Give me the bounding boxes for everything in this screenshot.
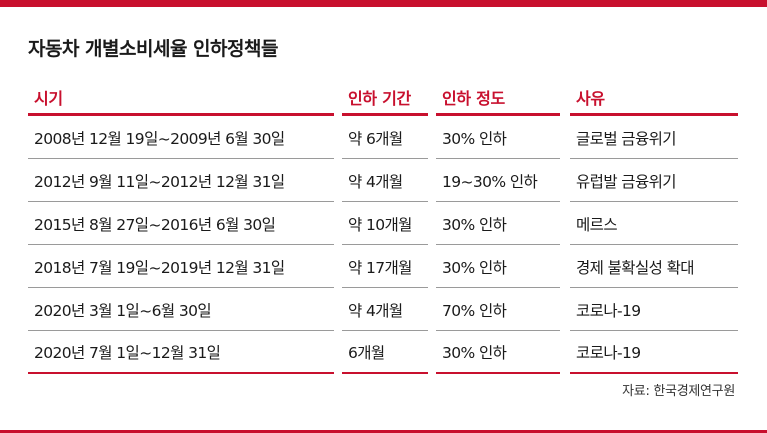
- header-reason: 사유: [570, 85, 738, 116]
- table-row: 2020년 3월 1일~6월 30일 약 4개월 70% 인하 코로나-19: [28, 288, 738, 331]
- cell-reduction: 30% 인하: [436, 127, 560, 159]
- cell-period: 2012년 9월 11일~2012년 12월 31일: [28, 170, 334, 202]
- cell-reduction: 70% 인하: [436, 299, 560, 331]
- cell-duration: 약 6개월: [342, 127, 428, 159]
- table-row: 2018년 7월 19일~2019년 12월 31일 약 17개월 30% 인하…: [28, 245, 738, 288]
- cell-period: 2008년 12월 19일~2009년 6월 30일: [28, 127, 334, 159]
- cell-reason: 코로나-19: [570, 299, 738, 331]
- table-row: 2020년 7월 1일~12월 31일 6개월 30% 인하 코로나-19: [28, 331, 738, 374]
- cell-period: 2015년 8월 27일~2016년 6월 30일: [28, 213, 334, 245]
- page-title: 자동차 개별소비세율 인하정책들: [28, 38, 278, 60]
- table-header-row: 시기 인하 기간 인하 정도 사유: [28, 80, 738, 116]
- table-row: 2012년 9월 11일~2012년 12월 31일 약 4개월 19~30% …: [28, 159, 738, 202]
- cell-period: 2020년 3월 1일~6월 30일: [28, 299, 334, 331]
- header-duration: 인하 기간: [342, 85, 428, 116]
- top-accent-bar: [0, 0, 767, 7]
- tax-policy-table: 시기 인하 기간 인하 정도 사유 2008년 12월 19일~2009년 6월…: [28, 80, 738, 374]
- bottom-accent-bar: [0, 430, 767, 433]
- table-row: 2008년 12월 19일~2009년 6월 30일 약 6개월 30% 인하 …: [28, 116, 738, 159]
- cell-duration: 6개월: [342, 341, 428, 374]
- header-reduction: 인하 정도: [436, 85, 560, 116]
- source-note: 자료: 한국경제연구원: [622, 384, 735, 399]
- cell-period: 2018년 7월 19일~2019년 12월 31일: [28, 256, 334, 288]
- table-row: 2015년 8월 27일~2016년 6월 30일 약 10개월 30% 인하 …: [28, 202, 738, 245]
- cell-reason: 유럽발 금융위기: [570, 170, 738, 202]
- cell-period: 2020년 7월 1일~12월 31일: [28, 341, 334, 374]
- cell-reduction: 30% 인하: [436, 341, 560, 374]
- cell-reason: 경제 불확실성 확대: [570, 256, 738, 288]
- cell-reason: 메르스: [570, 213, 738, 245]
- cell-reason: 글로벌 금융위기: [570, 127, 738, 159]
- cell-reduction: 30% 인하: [436, 213, 560, 245]
- cell-duration: 약 4개월: [342, 170, 428, 202]
- cell-duration: 약 10개월: [342, 213, 428, 245]
- cell-duration: 약 4개월: [342, 299, 428, 331]
- cell-reduction: 30% 인하: [436, 256, 560, 288]
- header-period: 시기: [28, 85, 334, 116]
- cell-duration: 약 17개월: [342, 256, 428, 288]
- cell-reduction: 19~30% 인하: [436, 170, 560, 202]
- cell-reason: 코로나-19: [570, 341, 738, 374]
